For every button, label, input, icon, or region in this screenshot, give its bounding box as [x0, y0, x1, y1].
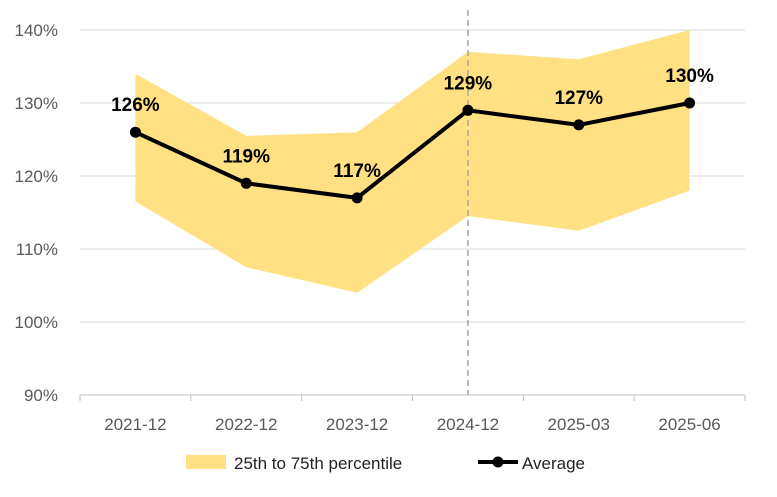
average-point	[351, 192, 363, 204]
legend-label-average: Average	[522, 454, 585, 473]
x-tick-label: 2021-12	[104, 415, 166, 434]
average-point	[684, 97, 696, 109]
x-tick-label: 2024-12	[437, 415, 499, 434]
data-label: 127%	[554, 88, 603, 109]
legend-swatch-marker	[492, 456, 504, 468]
average-point	[462, 104, 474, 116]
legend-label-band: 25th to 75th percentile	[234, 454, 402, 473]
data-label: 129%	[444, 73, 493, 94]
average-series	[129, 97, 696, 204]
x-axis-tick-labels: 2021-12 2022-12 2023-12 2024-12 2025-03 2025-…	[104, 415, 721, 434]
x-tick-label: 2023-12	[326, 415, 388, 434]
average-point	[573, 119, 585, 131]
percentile-band-area	[135, 30, 690, 293]
y-axis-tick-labels: 90% 100% 110% 120% 130% 140%	[15, 21, 58, 405]
y-tick-label: 110%	[16, 240, 58, 259]
average-point	[240, 177, 252, 189]
data-label: 126%	[111, 95, 160, 116]
y-tick-label: 140%	[15, 21, 58, 40]
data-label: 119%	[222, 146, 270, 167]
data-labels: 126% 119% 117% 129% 127% 130%	[111, 66, 714, 182]
percentile-band	[135, 30, 690, 293]
legend: 25th to 75th percentile Average	[186, 454, 585, 473]
y-tick-label: 90%	[24, 386, 58, 405]
y-tick-label: 100%	[15, 313, 58, 332]
x-tick-label: 2022-12	[215, 415, 277, 434]
data-label: 130%	[665, 66, 714, 87]
legend-swatch-band	[186, 455, 226, 469]
average-point	[129, 126, 141, 138]
x-tick-label: 2025-06	[658, 415, 720, 434]
data-label: 117%	[333, 161, 381, 182]
y-tick-label: 120%	[15, 167, 58, 186]
y-tick-label: 130%	[15, 94, 58, 113]
average-line	[133, 101, 692, 200]
x-tick-label: 2025-03	[548, 415, 610, 434]
x-axis	[79, 394, 746, 401]
